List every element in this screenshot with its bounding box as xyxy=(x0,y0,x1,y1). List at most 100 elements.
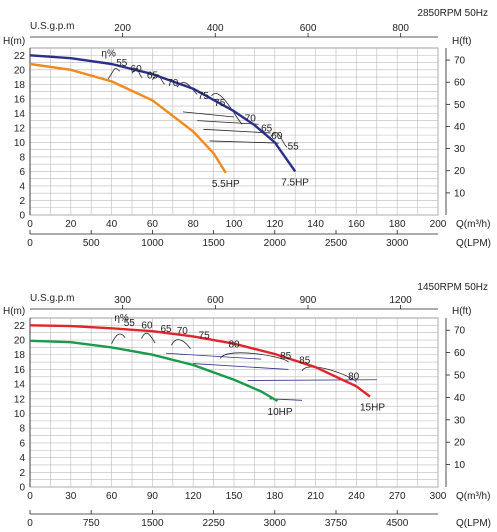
chart-title: 2850RPM 50Hz xyxy=(417,8,488,19)
left-axis-tick-label: 0 xyxy=(19,483,25,494)
x-axis-tick-label: 180 xyxy=(389,219,406,230)
efficiency-guide-line xyxy=(209,140,279,144)
right-axis-tick-label: 40 xyxy=(454,393,466,404)
x2-axis-tick-label: 1500 xyxy=(202,238,225,249)
x-axis-tick-label: 100 xyxy=(226,219,243,230)
x2-axis-tick-label: 2250 xyxy=(202,518,225,529)
left-axis-tick-label: 22 xyxy=(14,51,26,62)
efficiency-iso-line xyxy=(211,93,243,125)
efficiency-symbol-label: η% xyxy=(101,49,116,60)
left-axis-tick-label: 6 xyxy=(19,438,25,449)
top-axis-tick-label: 900 xyxy=(300,295,317,306)
left-axis-tick-label: 18 xyxy=(14,80,26,91)
efficiency-value-label: 85 xyxy=(280,351,292,362)
x-axis-tick-label: 120 xyxy=(266,219,283,230)
efficiency-guide-line xyxy=(182,111,235,118)
efficiency-value-label: 70 xyxy=(177,326,189,337)
efficiency-guide-line xyxy=(193,363,289,370)
x-axis-tick-label: 90 xyxy=(147,491,159,502)
right-axis-tick-label: 70 xyxy=(454,56,466,67)
efficiency-value-label: 85 xyxy=(299,356,311,367)
right-axis-tick-label: 20 xyxy=(454,438,466,449)
x2-axis-tick-label: 1000 xyxy=(141,238,164,249)
x2-axis-tick-label: 3000 xyxy=(386,238,409,249)
x-axis-tick-label: 40 xyxy=(106,219,118,230)
left-axis-tick-label: 16 xyxy=(14,94,26,105)
efficiency-symbol-label: η% xyxy=(114,313,129,324)
efficiency-value-label: 55 xyxy=(124,318,136,329)
x-axis-tick-label: 140 xyxy=(307,219,324,230)
efficiency-iso-line xyxy=(141,332,156,344)
left-axis-tick-label: 10 xyxy=(14,138,26,149)
left-axis-label: H(m) xyxy=(3,36,25,47)
series-line-75hp xyxy=(29,54,297,173)
right-axis-label: H(ft) xyxy=(452,36,471,47)
right-axis-tick-label: 30 xyxy=(454,415,466,426)
efficiency-value-label: 65 xyxy=(160,324,172,335)
top-axis-label: U.S.g.p.m xyxy=(30,21,74,32)
left-axis-tick-label: 2 xyxy=(19,468,25,479)
x-axis-tick-label: 80 xyxy=(188,219,200,230)
top-axis-tick-label: 300 xyxy=(114,295,131,306)
left-axis-tick-label: 10 xyxy=(14,409,26,420)
efficiency-iso-line xyxy=(111,333,126,344)
top-axis-tick-label: 1200 xyxy=(389,295,412,306)
efficiency-iso-line xyxy=(131,67,143,79)
right-axis-tick-label: 60 xyxy=(454,78,466,89)
left-axis-tick-label: 8 xyxy=(19,152,25,163)
efficiency-value-label: 55 xyxy=(116,58,128,69)
efficiency-guide-line xyxy=(247,379,377,381)
right-axis-tick-label: 60 xyxy=(454,348,466,359)
left-axis-tick-label: 8 xyxy=(19,424,25,435)
x-axis-tick-label: 60 xyxy=(106,491,118,502)
x2-axis-tick-label: 750 xyxy=(83,518,100,529)
top-axis-tick-label: 600 xyxy=(300,23,317,34)
efficiency-value-label: 70 xyxy=(167,78,179,89)
x-axis-tick-label: 200 xyxy=(430,219,447,230)
efficiency-guide-line xyxy=(197,120,259,125)
x2-axis-tick-label: 1500 xyxy=(141,518,164,529)
x-axis-tick-label: 60 xyxy=(147,219,159,230)
left-axis-tick-label: 12 xyxy=(14,123,26,134)
right-axis-tick-label: 20 xyxy=(454,166,466,177)
x-axis-label: Q(m³/h) xyxy=(456,491,490,502)
x-axis-tick-label: 150 xyxy=(226,491,243,502)
x-axis-label: Q(m³/h) xyxy=(456,219,490,230)
x2-axis-tick-label: 2500 xyxy=(325,238,348,249)
x2-axis-tick-label: 2000 xyxy=(264,238,287,249)
left-axis-tick-label: 20 xyxy=(14,65,26,76)
x2-axis-tick-label: 0 xyxy=(27,238,33,249)
efficiency-guide-line xyxy=(165,352,262,360)
left-axis-tick-label: 14 xyxy=(14,380,26,391)
x-axis-tick-label: 20 xyxy=(65,219,77,230)
left-axis-tick-label: 0 xyxy=(19,211,25,222)
efficiency-iso-line xyxy=(107,67,121,81)
x2-axis-tick-label: 3750 xyxy=(325,518,348,529)
right-axis-label: H(ft) xyxy=(452,306,471,317)
left-axis-tick-label: 18 xyxy=(14,350,26,361)
series-line-15hp xyxy=(29,324,371,398)
x2-axis-label: Q(LPM) xyxy=(456,238,491,249)
efficiency-value-label: 65 xyxy=(147,70,159,81)
efficiency-value-label: 80 xyxy=(228,339,240,350)
top-axis-tick-label: 200 xyxy=(114,23,131,34)
efficiency-iso-line xyxy=(270,132,288,148)
efficiency-value-label: 60 xyxy=(131,64,143,75)
right-axis-tick-label: 40 xyxy=(454,122,466,133)
right-axis-tick-label: 10 xyxy=(454,460,466,471)
right-axis-tick-label: 10 xyxy=(454,188,466,199)
efficiency-value-label: 75 xyxy=(198,91,210,102)
x-axis-tick-label: 210 xyxy=(307,491,324,502)
top-axis-tick-label: 800 xyxy=(392,23,409,34)
x-axis-tick-label: 240 xyxy=(348,491,365,502)
left-axis-tick-label: 14 xyxy=(14,109,26,120)
left-axis-label: H(m) xyxy=(3,306,25,317)
right-axis-tick-label: 50 xyxy=(454,371,466,382)
chart-title: 1450RPM 50Hz xyxy=(417,282,488,293)
left-axis-tick-label: 22 xyxy=(14,321,26,332)
series-line-10hp xyxy=(29,339,279,403)
efficiency-value-label: 75 xyxy=(199,331,211,342)
